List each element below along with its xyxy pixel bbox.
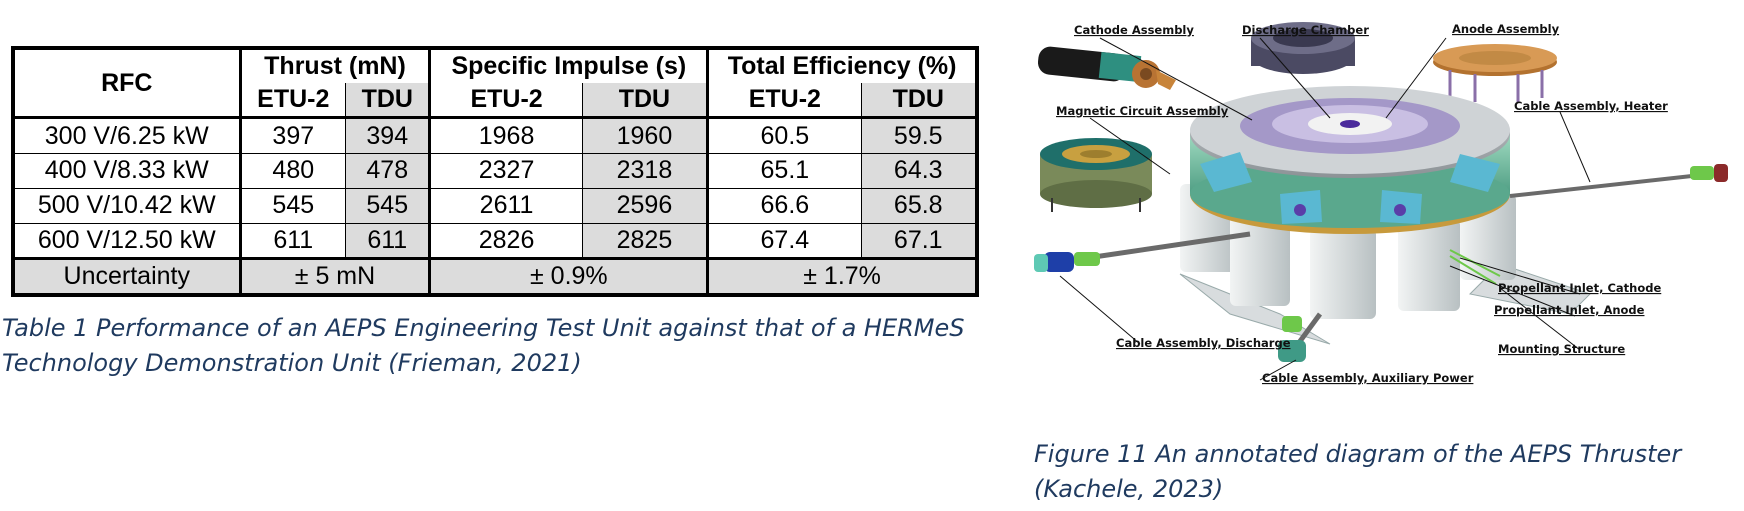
cell-thrust-tdu: 394 [345, 117, 432, 154]
cell-eff-etu: 60.5 [707, 117, 862, 154]
row-rfc: 400 V/8.33 kW [14, 152, 242, 189]
discharge-chamber-thumbnail [1251, 22, 1355, 74]
thruster-diagram: Cathode Assembly Discharge Chamber Anode… [1030, 14, 1744, 434]
cell-thrust-etu: 611 [239, 222, 347, 260]
isp-header: Specific Impulse (s) [429, 49, 710, 84]
label-cathode-assembly: Cathode Assembly [1074, 23, 1194, 37]
efficiency-header: Total Efficiency (%) [707, 49, 976, 84]
uncertainty-thrust: ± 5 mN [239, 257, 432, 295]
cell-isp-tdu: 1960 [581, 117, 710, 154]
cell-thrust-tdu: 545 [345, 187, 432, 224]
label-cable-aux-power: Cable Assembly, Auxiliary Power [1262, 371, 1474, 385]
label-discharge-chamber: Discharge Chamber [1242, 23, 1369, 37]
label-propellant-anode: Propellant Inlet, Anode [1494, 303, 1645, 317]
subheader-thrust-etu: ETU-2 [239, 83, 347, 120]
cathode-assembly-thumbnail [1037, 46, 1176, 90]
label-cable-discharge: Cable Assembly, Discharge [1116, 336, 1291, 350]
uncertainty-label: Uncertainty [14, 257, 242, 295]
cell-eff-tdu: 65.8 [860, 187, 977, 224]
label-mounting-structure: Mounting Structure [1498, 342, 1625, 356]
figure-caption: Figure 11 An annotated diagram of the AE… [1034, 440, 1682, 503]
thruster-body [1179, 86, 1591, 345]
cables [1034, 164, 1728, 362]
cell-thrust-tdu: 478 [345, 152, 432, 189]
table-row: 500 V/10.42 kW 545 545 2611 2596 66.6 65… [14, 187, 977, 224]
table-row: 400 V/8.33 kW 480 478 2327 2318 65.1 64.… [14, 152, 977, 189]
cell-thrust-etu: 480 [239, 152, 347, 189]
cell-isp-etu: 2611 [429, 187, 583, 224]
cell-eff-tdu: 67.1 [860, 222, 977, 260]
table-caption: Table 1 Performance of an AEPS Engineeri… [2, 314, 965, 377]
row-rfc: 300 V/6.25 kW [14, 117, 242, 154]
subheader-isp-etu: ETU-2 [429, 83, 583, 120]
performance-table: RFC Thrust (mN) Specific Impulse (s) Tot… [11, 46, 979, 297]
cell-eff-etu: 65.1 [707, 152, 862, 189]
row-rfc: 500 V/10.42 kW [14, 187, 242, 224]
table-header-row: RFC Thrust (mN) Specific Impulse (s) Tot… [14, 48, 976, 120]
cell-eff-tdu: 59.5 [860, 117, 977, 154]
cell-thrust-etu: 545 [239, 187, 347, 224]
uncertainty-row: Uncertainty ± 5 mN ± 0.9% ± 1.7% [14, 257, 976, 295]
cell-eff-etu: 67.4 [707, 222, 862, 260]
thrust-header: Thrust (mN) [239, 49, 432, 84]
label-propellant-cathode: Propellant Inlet, Cathode [1498, 281, 1661, 295]
table-row: 300 V/6.25 kW 397 394 1968 1960 60.5 59.… [14, 117, 977, 154]
cell-eff-etu: 66.6 [707, 187, 862, 224]
cell-isp-tdu: 2596 [581, 187, 710, 224]
cell-isp-tdu: 2825 [581, 222, 710, 260]
label-cable-heater: Cable Assembly, Heater [1514, 99, 1668, 113]
label-anode-assembly: Anode Assembly [1452, 22, 1560, 36]
cell-isp-tdu: 2318 [581, 152, 710, 189]
cell-isp-etu: 2826 [429, 222, 583, 260]
cell-isp-etu: 2327 [429, 152, 583, 189]
uncertainty-eff: ± 1.7% [707, 257, 976, 295]
subheader-eff-tdu: TDU [860, 83, 977, 120]
table-row: 600 V/12.50 kW 611 611 2826 2825 67.4 67… [14, 222, 977, 260]
anode-assembly-thumbnail [1433, 44, 1557, 102]
cell-thrust-tdu: 611 [345, 222, 432, 260]
rfc-header: RFC [14, 48, 242, 120]
cell-thrust-etu: 397 [239, 117, 347, 154]
subheader-thrust-tdu: TDU [345, 83, 432, 120]
subheader-isp-tdu: TDU [581, 83, 710, 120]
row-rfc: 600 V/12.50 kW [14, 222, 242, 260]
cell-eff-tdu: 64.3 [860, 152, 977, 189]
cell-isp-etu: 1968 [429, 117, 583, 154]
leader-lines [1059, 37, 1591, 381]
magnetic-circuit-thumbnail [1040, 138, 1152, 212]
subheader-eff-etu: ETU-2 [707, 83, 862, 120]
label-magnetic-circuit: Magnetic Circuit Assembly [1056, 104, 1229, 118]
uncertainty-isp: ± 0.9% [429, 257, 710, 295]
table-subheader-row: ETU-2 TDU ETU-2 TDU ETU-2 TDU [15, 83, 977, 120]
